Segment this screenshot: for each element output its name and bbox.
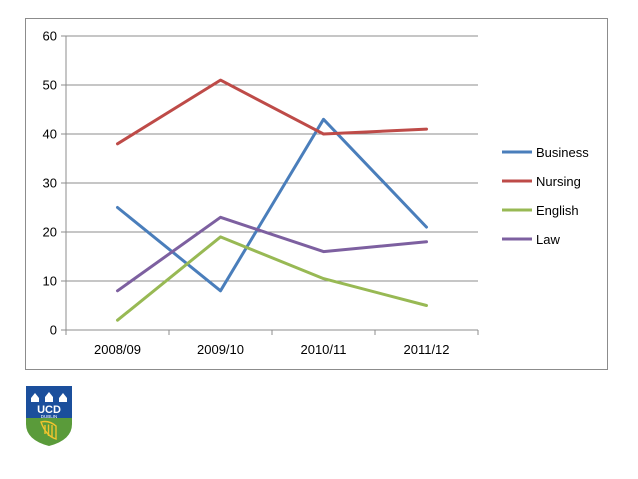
ucd-crest-icon: UCD DUBLIN [26,386,72,446]
series-line-business [116,117,428,293]
line-chart: 0 10 20 30 40 50 60 2008/09 2009/10 2010/11 2011/1… [25,18,608,370]
y-tick-label: 20 [43,225,57,240]
x-tick-label: 2009/10 [197,342,244,357]
legend-label-nursing: Nursing [536,174,581,189]
series-line-english [116,235,428,322]
logo-subtext: DUBLIN [41,414,58,419]
gridlines [66,35,478,331]
legend-label-business: Business [536,145,589,160]
x-tick-label: 2010/11 [300,342,346,357]
x-tick-label: 2008/09 [94,342,141,357]
legend-label-law: Law [536,232,560,247]
y-tick-label: 30 [43,176,57,191]
y-tick-label: 60 [43,29,57,44]
legend: Business Nursing English Law [502,145,589,247]
chart-canvas: 0 10 20 30 40 50 60 2008/09 2009/10 2010/11 2011/1… [43,29,590,358]
ucd-logo: UCD DUBLIN [24,384,74,448]
series-line-law [116,215,428,293]
y-tick-label: 50 [43,78,57,93]
logo-text: UCD [37,404,61,416]
axes: 0 10 20 30 40 50 60 2008/09 2009/10 2010/11 2011/1… [43,29,479,357]
y-tick-label: 40 [43,127,57,142]
series-lines [116,78,428,322]
legend-label-english: English [536,203,579,218]
y-tick-label: 10 [43,274,57,289]
y-tick-label: 0 [50,323,57,338]
x-tick-label: 2011/12 [403,342,449,357]
series-line-nursing [116,78,428,146]
